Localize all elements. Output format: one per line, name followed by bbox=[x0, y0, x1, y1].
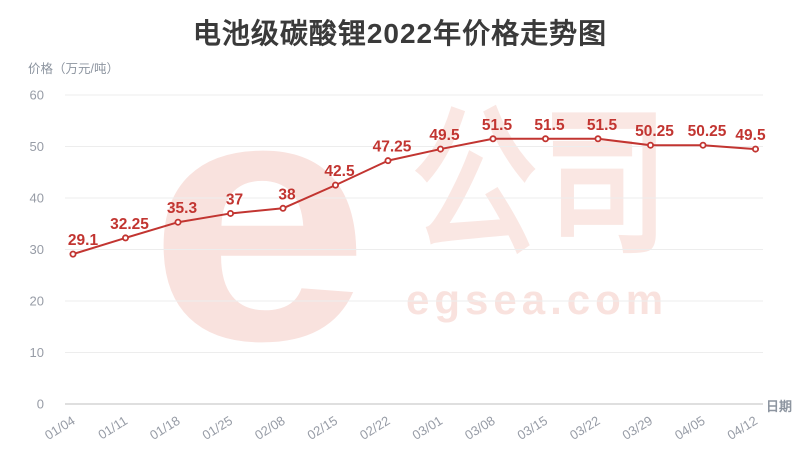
data-point-marker bbox=[647, 141, 655, 149]
x-tick-label: 02/15 bbox=[305, 413, 341, 443]
y-tick-label: 50 bbox=[30, 139, 44, 154]
y-axis-title: 价格（万元/吨） bbox=[28, 62, 119, 76]
data-point-label: 51.5 bbox=[534, 117, 565, 134]
data-point-label: 47.25 bbox=[373, 139, 412, 156]
x-tick-label: 02/22 bbox=[357, 413, 393, 443]
data-point-marker bbox=[752, 145, 760, 153]
data-point-label: 35.3 bbox=[167, 200, 198, 217]
x-tick-label: 01/25 bbox=[200, 413, 236, 443]
x-tick-label: 03/15 bbox=[515, 413, 551, 443]
y-tick-label: 30 bbox=[30, 242, 44, 257]
data-point-label: 51.5 bbox=[587, 117, 618, 134]
x-tick-label: 02/08 bbox=[252, 413, 288, 443]
watermark-domain-text: egsea.com bbox=[406, 276, 669, 323]
y-tick-label: 40 bbox=[30, 191, 44, 206]
chart-title: 电池级碳酸锂2022年价格走势图 bbox=[192, 18, 608, 49]
x-tick-label: 01/18 bbox=[147, 413, 183, 443]
data-point-label: 50.25 bbox=[688, 123, 727, 140]
x-tick-label: 03/08 bbox=[462, 413, 498, 443]
price-line-series bbox=[72, 137, 756, 256]
data-point-label: 38 bbox=[278, 186, 296, 203]
data-point-label: 50.25 bbox=[635, 123, 674, 140]
data-point-marker bbox=[279, 204, 287, 212]
x-tick-label: 03/29 bbox=[620, 413, 656, 443]
data-point-label: 37 bbox=[226, 191, 243, 208]
data-point-label: 29.1 bbox=[68, 232, 99, 249]
data-point-label: 49.5 bbox=[429, 127, 460, 144]
data-point-marker bbox=[699, 141, 707, 149]
x-axis-title: 日期 bbox=[766, 399, 793, 414]
x-tick-label: 01/04 bbox=[42, 413, 78, 443]
data-point-label: 42.5 bbox=[324, 163, 355, 180]
x-tick-label: 01/11 bbox=[95, 413, 130, 442]
data-point-marker bbox=[226, 209, 234, 217]
y-tick-label: 60 bbox=[30, 88, 44, 103]
data-point-label: 49.5 bbox=[735, 127, 766, 144]
data-point-marker bbox=[594, 135, 602, 143]
data-point-marker bbox=[69, 250, 77, 258]
data-point-marker bbox=[331, 181, 339, 189]
data-point-label: 32.25 bbox=[110, 216, 149, 233]
y-tick-label: 10 bbox=[30, 345, 44, 360]
x-tick-label: 04/12 bbox=[725, 413, 761, 443]
x-tick-label: 03/22 bbox=[567, 413, 603, 443]
data-point-marker bbox=[122, 234, 130, 242]
data-point-marker bbox=[384, 157, 392, 165]
data-point-label: 51.5 bbox=[482, 117, 513, 134]
y-tick-label: 20 bbox=[30, 294, 44, 309]
data-point-marker bbox=[436, 145, 444, 153]
x-tick-label: 04/05 bbox=[672, 413, 708, 443]
data-point-marker bbox=[542, 135, 550, 143]
data-point-marker bbox=[174, 218, 182, 226]
watermark-brand-text: 公司 bbox=[412, 94, 675, 273]
data-point-marker bbox=[489, 135, 497, 143]
y-tick-label: 0 bbox=[37, 397, 44, 412]
x-tick-label: 03/01 bbox=[410, 413, 446, 443]
watermark-logo-e: e bbox=[148, 23, 370, 414]
